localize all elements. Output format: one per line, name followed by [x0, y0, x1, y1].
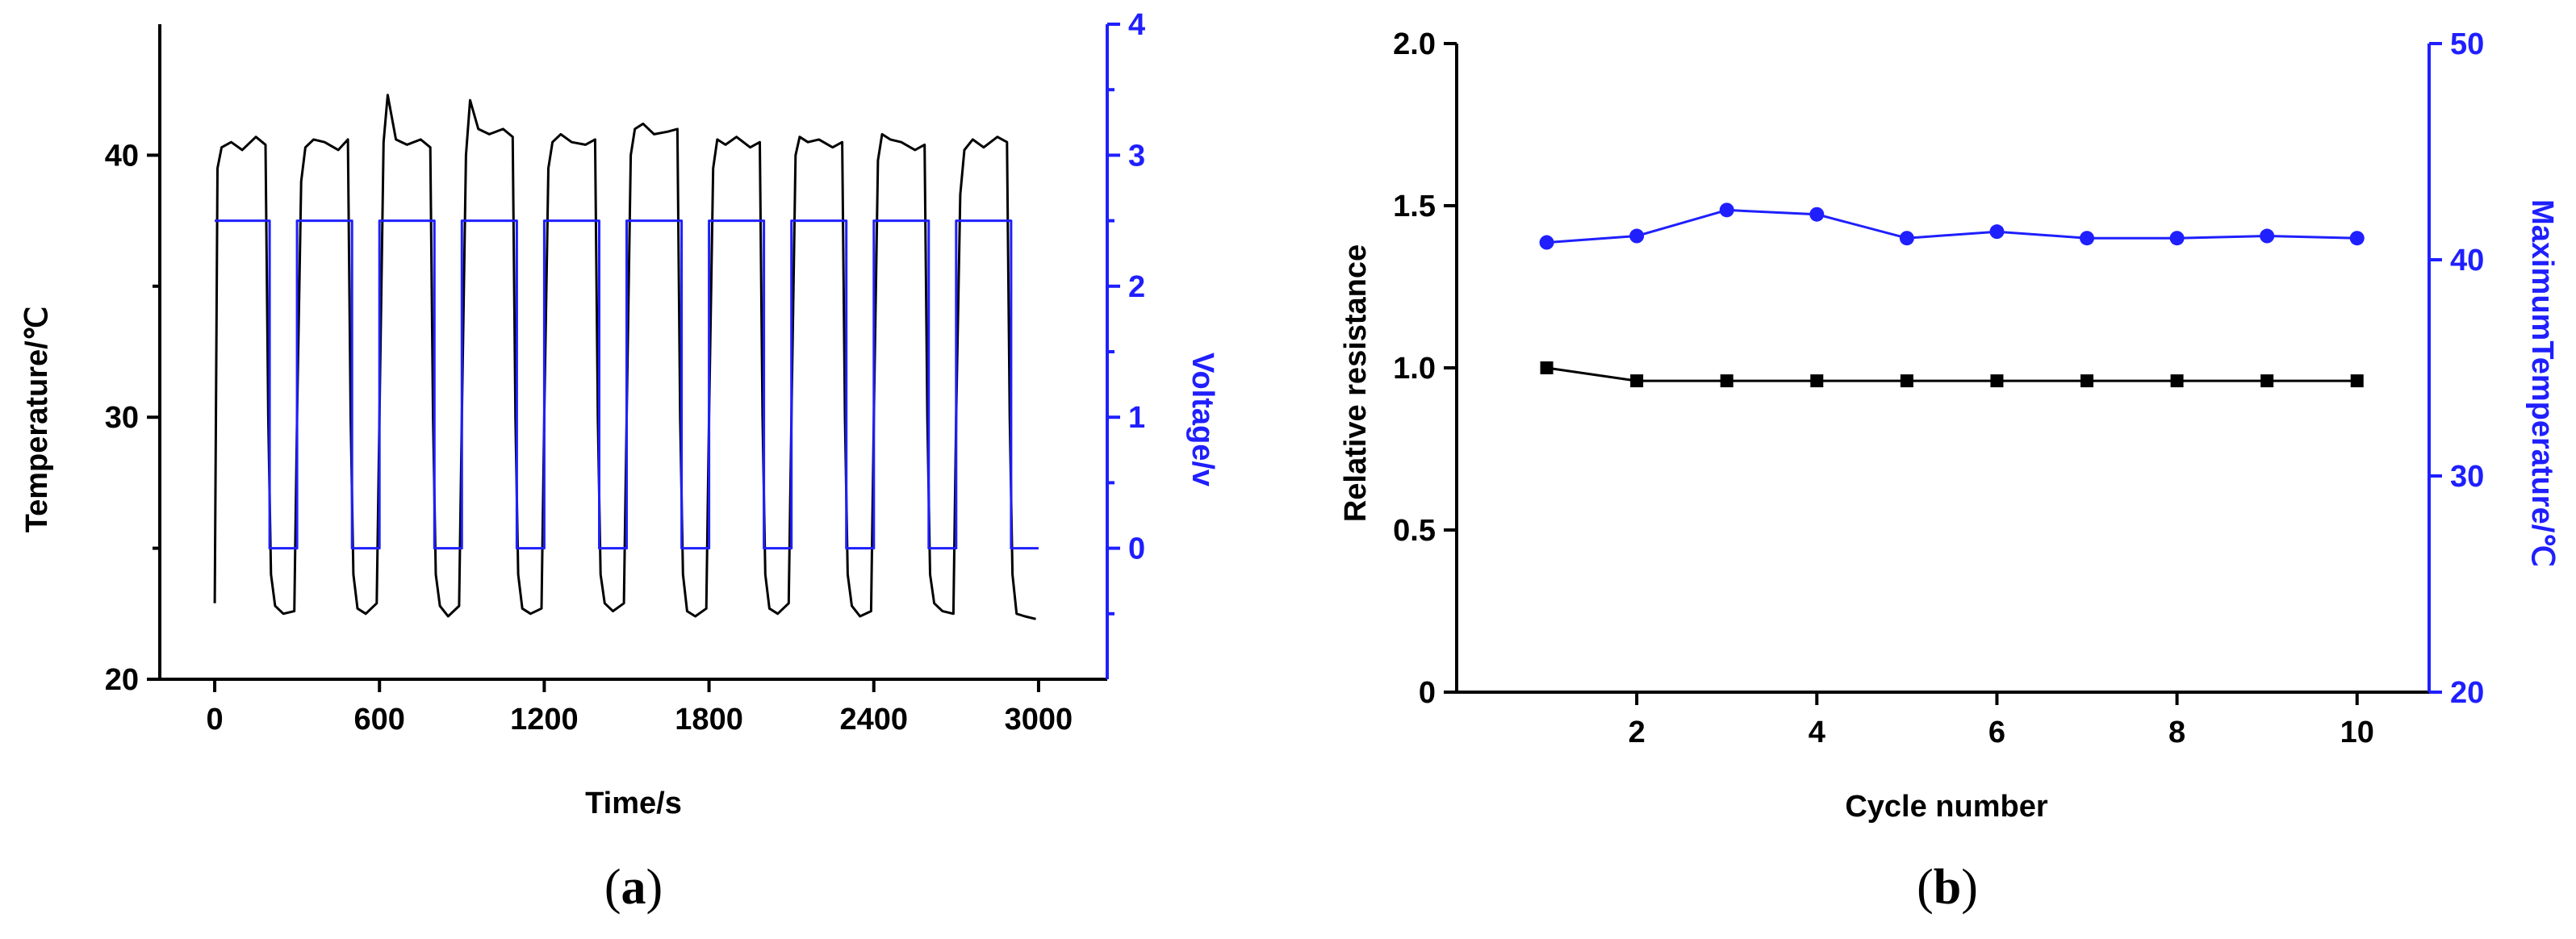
panel-a-y2-tick-label: 2	[1128, 270, 1145, 304]
panel-a-x-tick-label: 3000	[1005, 703, 1073, 737]
panel-a-x-axis-title: Time/s	[585, 787, 682, 820]
panel-a-x-tick-label: 600	[354, 703, 405, 737]
panel-b-chart: 2 4 6 8 10 0 0.5 1.0 1.5 2.0 20 30 40 50 Cycle number…	[1339, 27, 2559, 915]
panel-b-y-tick-label: 1.0	[1393, 352, 1436, 386]
panel-a-y-axis-title: Temperature/℃	[20, 307, 54, 533]
panel-b-letter: b	[1934, 860, 1961, 915]
panel-b-y-tick-label: 0.5	[1393, 514, 1436, 548]
panel-b-point-max-temperature	[2260, 228, 2275, 244]
panel-b-y-tick-label: 0	[1419, 676, 1436, 710]
panel-a-y-tick-label: 30	[105, 401, 139, 435]
panel-b-point-max-temperature	[1629, 228, 1645, 244]
panel-b-y-tick-label: 1.5	[1393, 190, 1436, 223]
panel-b-y2-tick-label: 20	[2450, 676, 2484, 710]
panel-a-x-tick-label: 2400	[839, 703, 908, 737]
panel-b-x-tick-label: 2	[1629, 716, 1646, 749]
panel-a-x-tick-label: 0	[206, 703, 223, 737]
panel-b-x-axis-title: Cycle number	[1845, 790, 2048, 824]
panel-b-y2-tick-label: 30	[2450, 460, 2484, 494]
panel-b-label: (b)	[1917, 860, 1978, 915]
panel-b-series-maximum-temperature	[1546, 208, 2357, 244]
panel-b-point-max-temperature	[2080, 231, 2095, 246]
panel-b-point-max-temperature	[1719, 202, 1734, 218]
panel-a-x-tick-label: 1800	[675, 703, 743, 737]
panel-b-point-resistance	[2080, 374, 2094, 388]
panel-b-point-max-temperature	[1539, 235, 1554, 250]
panel-a-letter: a	[621, 860, 646, 915]
panel-b-point-max-temperature	[1989, 224, 2005, 240]
panel-b-point-resistance	[2350, 374, 2364, 388]
panel-a-y-tick-label: 40	[105, 139, 139, 173]
panel-b-x-tick-label: 4	[1809, 716, 1825, 749]
panel-b-x-tick-label: 6	[1988, 716, 2005, 749]
panel-a-series-voltage	[215, 219, 1039, 550]
panel-b-point-max-temperature	[2349, 231, 2365, 246]
panel-b-point-resistance	[1720, 374, 1733, 388]
panel-b-y-axis-title: Relative resistance	[1339, 244, 1373, 522]
panel-a-series-temperature	[213, 94, 1036, 620]
panel-b-point-resistance	[2260, 374, 2274, 388]
panel-a-y2-tick-label: 0	[1128, 532, 1145, 566]
panel-a-chart: 0 600 1200 1800 2400 3000 20 30 40 0 1 2 3 4 Time/s T…	[20, 8, 1219, 915]
panel-b-plot-area: 2 4 6 8 10 0 0.5 1.0 1.5 2.0 20 30 40 50	[1393, 27, 2484, 749]
panel-b-x-tick-label: 10	[2340, 716, 2374, 749]
panel-a-x-tick-label: 1200	[510, 703, 579, 737]
panel-a-y2-tick-label: 4	[1128, 8, 1145, 42]
panel-b-point-max-temperature	[1899, 231, 1914, 246]
panel-b-y2-axis-title: MaximumTemperature/℃	[2525, 199, 2559, 567]
panel-b-point-resistance	[1900, 374, 1913, 388]
panel-a-plot-area: 0 600 1200 1800 2400 3000 20 30 40 0 1 2 3 4	[105, 8, 1145, 737]
panel-b-point-resistance	[1630, 374, 1644, 388]
panel-a-y-tick-label: 20	[105, 663, 139, 697]
panel-b-point-resistance	[1990, 374, 2004, 388]
panel-b-point-max-temperature	[1809, 207, 1825, 222]
panel-b-y2-tick-label: 40	[2450, 244, 2484, 278]
panel-a-y2-axis-title: Voltage/v	[1186, 353, 1219, 486]
panel-b-series-relative-resistance	[1546, 366, 2357, 382]
panel-b-point-max-temperature	[2169, 231, 2185, 246]
panel-a-y2-tick-label: 1	[1128, 401, 1145, 435]
panel-b-point-resistance	[1810, 374, 1824, 388]
panel-b-point-resistance	[1540, 361, 1554, 374]
panel-b-point-resistance	[2170, 374, 2184, 388]
panel-a-label: (a)	[604, 860, 663, 915]
panel-a-y2-tick-label: 3	[1128, 139, 1145, 173]
panel-b-y2-tick-label: 50	[2450, 27, 2484, 61]
panel-b-x-tick-label: 8	[2168, 716, 2185, 749]
panel-b-y-tick-label: 2.0	[1393, 27, 1436, 61]
